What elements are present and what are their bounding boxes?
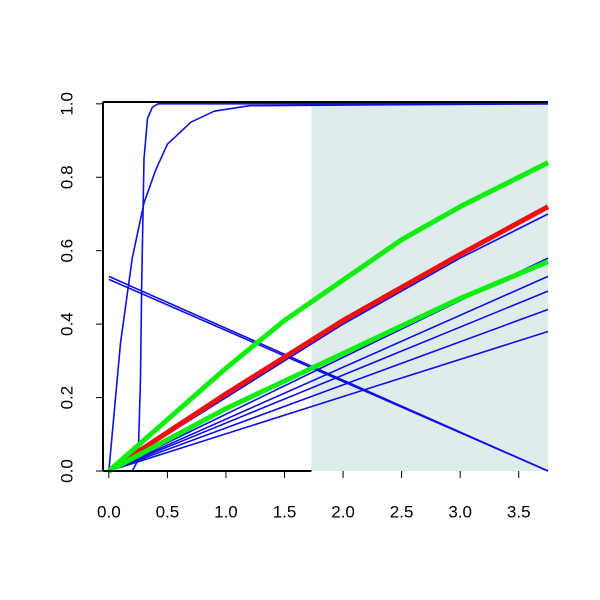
series-line (108, 278, 549, 472)
y-tick-label: 1.0 (57, 92, 76, 116)
y-tick-label: 0.6 (57, 239, 76, 263)
series-line (107, 259, 549, 474)
series-line (107, 204, 550, 474)
series-line (108, 275, 549, 472)
series-line (108, 290, 549, 472)
series-line (108, 308, 549, 472)
y-tick-label: 0.2 (57, 386, 76, 410)
x-tick-label: 3.5 (507, 502, 531, 521)
x-tick-label: 2.0 (331, 502, 355, 521)
y-tick-label: 0.8 (57, 165, 76, 189)
x-tick-label: 3.0 (448, 502, 472, 521)
y-tick-label: 0.4 (57, 312, 76, 336)
series-line (108, 103, 548, 472)
x-tick-label: 2.5 (390, 502, 414, 521)
series-line (108, 330, 549, 472)
shaded-region (311, 102, 548, 471)
y-tick-label: 0.0 (57, 459, 76, 483)
series-line (108, 103, 549, 472)
series-line (107, 160, 550, 473)
x-tick-label: 1.5 (273, 502, 297, 521)
x-tick-label: 0.0 (97, 502, 121, 521)
x-tick-label: 0.5 (156, 502, 180, 521)
x-tick-label: 1.0 (214, 502, 238, 521)
